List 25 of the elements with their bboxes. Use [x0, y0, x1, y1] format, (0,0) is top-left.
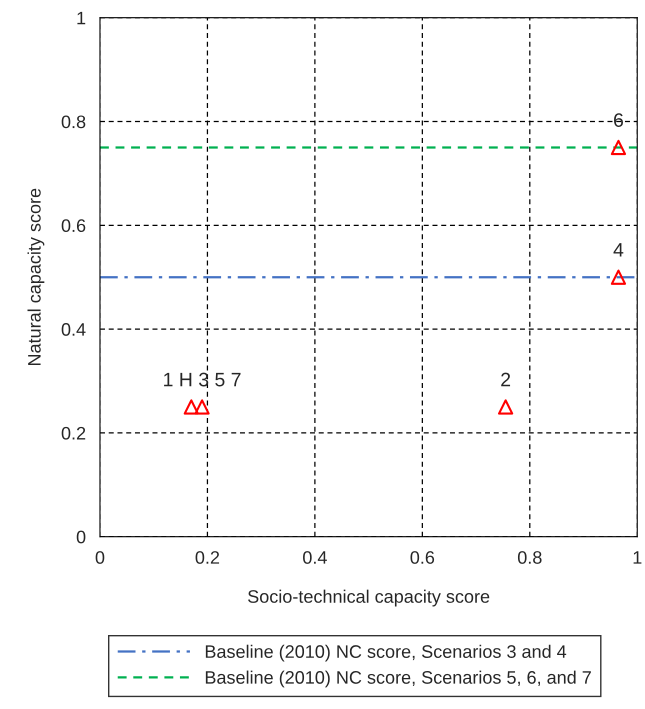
annotation: 2 — [501, 372, 510, 386]
y-tick-label: 0.6 — [62, 219, 86, 232]
legend-label: Baseline (2010) NC score, Scenarios 3 and 4 — [206, 644, 566, 662]
y-tick-label: 0.4 — [62, 323, 86, 336]
annotation: 6 — [614, 113, 624, 127]
point — [610, 140, 626, 156]
y-tick-label: 0.8 — [62, 115, 86, 128]
y-axis-title: Natural capacity score — [27, 188, 44, 366]
x-tick-label: 0.2 — [196, 551, 220, 564]
point — [184, 399, 199, 415]
x-tick-label: 0 — [96, 551, 104, 564]
annotation: 1 H 3 5 7 — [164, 372, 241, 386]
x-tick-label: 0.4 — [303, 551, 327, 564]
annotation: 4 — [613, 243, 624, 257]
point — [498, 399, 514, 415]
x-axis-title: Socio-technical capacity score — [248, 590, 490, 606]
legend-label: Baseline (2010) NC score, Scenarios 5, 6, and 7 — [206, 670, 591, 688]
x-tick-label: 0.6 — [410, 551, 434, 564]
y-tick-label: 0.2 — [62, 426, 86, 440]
point — [610, 270, 626, 285]
x-tick-label: 0.8 — [518, 551, 542, 564]
y-tick-label: 0 — [76, 530, 86, 544]
y-tick-label: 1 — [77, 12, 86, 24]
point — [194, 399, 210, 415]
x-tick-label: 1 — [634, 551, 642, 564]
